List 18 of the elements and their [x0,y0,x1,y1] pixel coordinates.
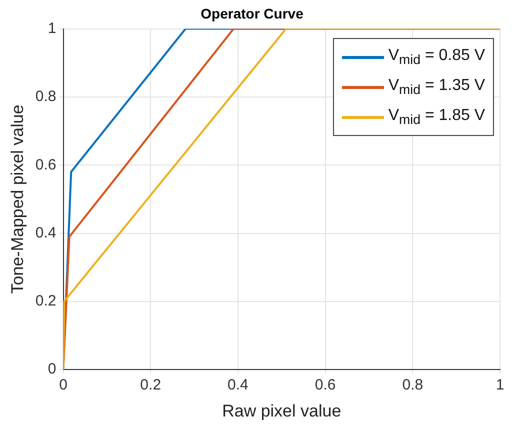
x-axis-title: Raw pixel value [222,401,342,420]
y-tick-label: 0.6 [35,156,56,174]
legend-label: V$_{mid}$ = 0.85 V [388,46,485,68]
x-tick-label: 1 [496,376,504,394]
y-tick-label: 0 [48,360,56,378]
x-tick-label: 0.4 [228,376,248,394]
chart-title: Operator Curve [200,5,304,22]
x-tick-label: 0.2 [140,376,162,394]
y-tick-label: 1 [48,20,56,37]
y-tick-label: 0.8 [35,88,56,106]
x-tick-label: 0.8 [402,376,424,394]
legend-label: V$_{mid}$ = 1.85 V [388,106,485,128]
y-tick-label: 0.2 [35,292,56,310]
legend-label: V$_{mid}$ = 1.35 V [388,76,485,98]
y-tick-label: 0.4 [35,224,56,242]
x-tick-label: 0 [59,376,68,394]
y-axis-title: Tone-Mapped pixel value [8,104,27,294]
x-tick-label: 0.6 [314,376,336,394]
